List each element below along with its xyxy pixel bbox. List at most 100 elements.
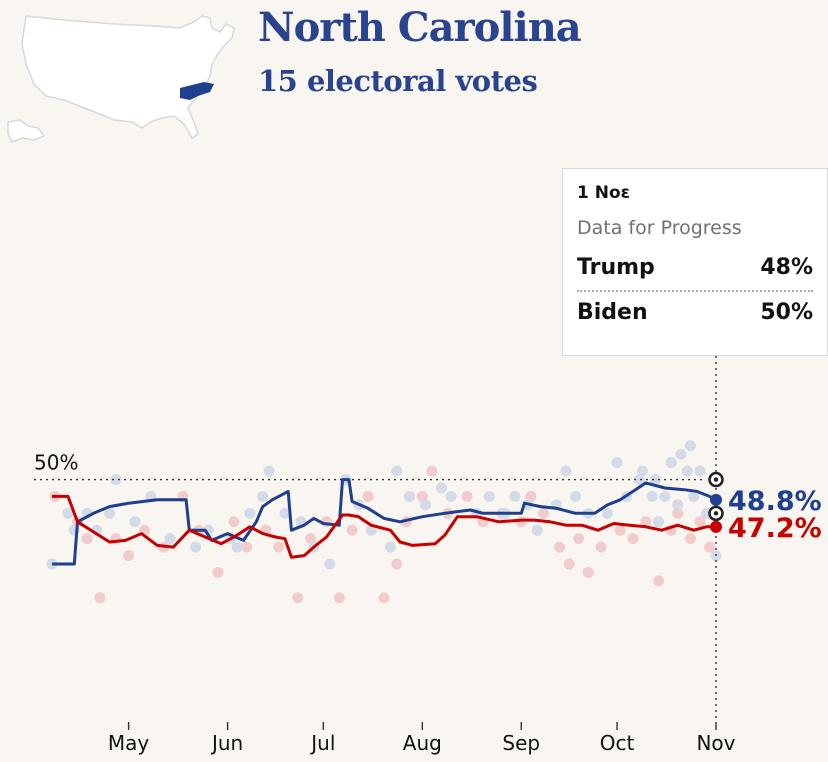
trump-end-dot [710,520,722,533]
biden-poll-dot [404,490,416,502]
trump-poll-dots [49,465,716,604]
fifty-percent-label: 50% [34,451,78,475]
trump-trend-line [52,494,716,559]
trump-poll-dot [694,516,706,528]
trump-poll-dot [672,507,684,519]
trump-poll-dot [704,541,716,553]
biden-poll-dot [244,507,256,519]
biden-poll-dot [531,524,543,536]
x-axis-ticks: May Jun Jul Aug Sep Oct Nov [108,722,736,755]
north-carolina-highlight [180,82,214,100]
trump-poll-dot [228,516,240,528]
biden-poll-dot [560,465,572,477]
x-tick-label-oct: Oct [600,731,635,755]
biden-poll-dot [103,507,115,519]
x-tick-label-nov: Nov [696,731,735,755]
biden-poll-dot [231,541,243,553]
biden-poll-dot [665,457,677,469]
trump-poll-dot [241,541,253,553]
x-tick-label-aug: Aug [403,731,442,755]
trump-poll-dot [346,524,358,536]
x-tick-label-sep: Sep [502,731,540,755]
us-map-outline [21,15,235,140]
trump-poll-dot [554,541,566,553]
page-title: North Carolina [258,4,582,51]
biden-highlight-poll-center [713,477,719,482]
end-markers [708,471,724,533]
trump-highlight-poll-center [713,511,719,516]
biden-poll-dot [164,533,176,545]
trump-poll-dot [595,541,607,553]
trump-end-label: 47.2% [728,513,822,544]
trump-poll-dot [640,516,652,528]
trump-poll-dot [684,533,696,545]
biden-poll-dot [483,490,495,502]
tooltip-date: 1 Noε [577,183,631,203]
biden-poll-dot [659,490,671,502]
biden-poll-dot [570,490,582,502]
trump-poll-dot [212,566,224,578]
tooltip-trump-value: 48% [760,255,813,280]
tooltip-trump-name: Trump [577,255,655,280]
x-tick-label-jul: Jul [309,731,335,755]
biden-poll-dot [279,507,291,519]
trump-poll-dot [627,533,639,545]
trump-poll-dot [333,592,345,604]
biden-poll-dot [633,474,645,486]
trump-poll-dot [94,592,106,604]
trump-poll-dot [416,490,428,502]
biden-poll-dot [190,541,202,553]
biden-poll-dot [611,457,623,469]
biden-poll-dot [324,558,336,570]
biden-poll-dot [509,490,521,502]
alaska-outline [7,119,46,143]
tooltip-pollster: Data for Progress [577,217,742,239]
end-labels: 48.8%47.2% [728,486,822,544]
biden-poll-dot [384,541,396,553]
biden-poll-dot [681,465,693,477]
biden-poll-dot [129,516,141,528]
poll-tooltip: 1 Noε Data for Progress Trump 48% Biden … [562,168,828,356]
trump-poll-dot [573,533,585,545]
tooltip-biden-name: Biden [577,300,648,325]
tooltip-biden-value: 50% [760,300,813,325]
trump-poll-dot [81,533,93,545]
us-map-icon [7,15,235,143]
biden-poll-dot [688,490,700,502]
trump-poll-dot [123,550,135,562]
trump-poll-dot [525,490,537,502]
biden-poll-dot [263,465,275,477]
biden-poll-dot [445,490,457,502]
biden-poll-dot [646,490,658,502]
biden-poll-dot [637,465,649,477]
biden-end-dot [710,493,722,506]
biden-poll-dot [420,499,431,511]
biden-poll-dot [649,474,661,486]
biden-poll-dot [601,507,613,519]
biden-poll-dot [435,482,447,494]
biden-poll-dot [62,507,74,519]
biden-poll-dot [257,490,269,502]
biden-poll-dot [653,516,665,528]
biden-poll-dot [684,440,696,452]
trump-poll-dot [378,592,390,604]
biden-poll-dot [675,448,687,460]
page-subtitle: 15 electoral votes [258,64,538,98]
trump-poll-dot [461,490,473,502]
x-tick-label-jun: Jun [210,731,243,755]
trump-poll-dot [614,524,626,536]
biden-poll-dots [46,440,722,570]
tooltip-row-trump: Trump 48% [577,255,813,292]
x-tick-label-may: May [108,731,150,755]
biden-poll-dot [391,465,403,477]
trump-poll-dot [582,566,594,578]
trump-poll-dot [362,490,374,502]
biden-poll-dot [672,499,684,511]
tooltip-row-biden: Biden 50% [577,300,813,325]
biden-poll-dot [694,465,706,477]
trump-poll-dot [391,558,403,570]
trump-poll-dot [273,541,285,553]
trump-poll-dot [292,592,304,604]
trump-poll-dot [653,575,665,587]
